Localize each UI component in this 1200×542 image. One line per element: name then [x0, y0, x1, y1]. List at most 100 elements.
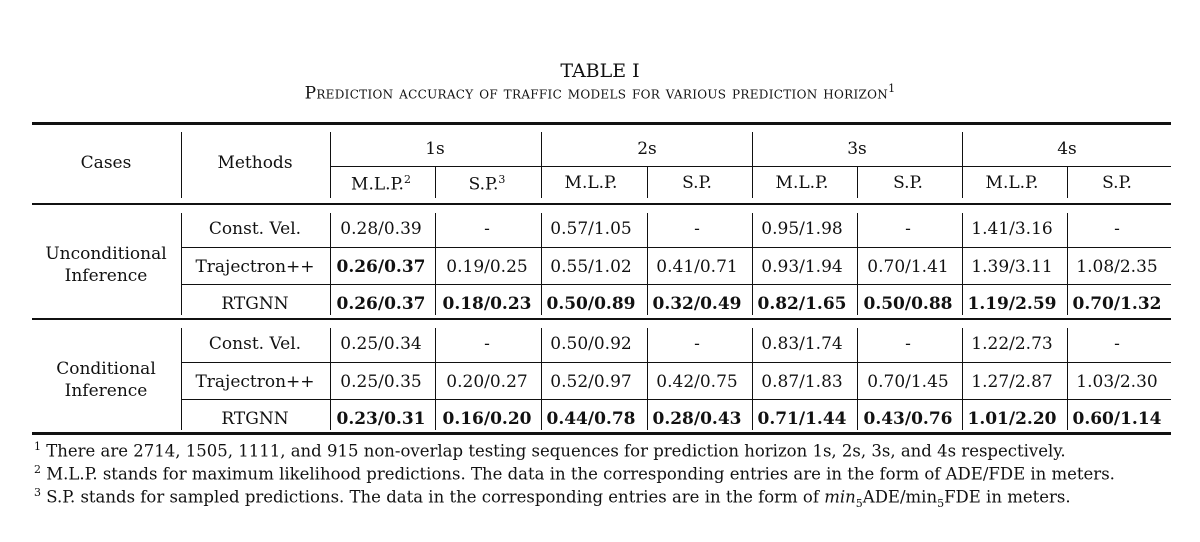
table-cell: 0.20/0.27	[446, 371, 528, 392]
footnote-mark: 2	[34, 463, 41, 476]
table-cell: 1.39/3.11	[971, 256, 1053, 277]
column-divider	[647, 328, 648, 431]
method-name: RTGNN	[221, 294, 289, 315]
table-cell: 1.27/2.87	[971, 371, 1053, 392]
table-cell: -	[484, 333, 490, 354]
bottom-rule	[32, 432, 1171, 435]
column-divider	[435, 167, 436, 198]
table-cell: 0.44/0.78	[546, 409, 636, 430]
column-divider	[647, 167, 648, 198]
table-cell: 0.23/0.31	[336, 409, 426, 430]
header-mlp: M.L.P.2	[351, 173, 411, 195]
method-name: RTGNN	[221, 409, 289, 430]
table-cell: 0.70/1.41	[867, 256, 949, 277]
footnote-mark: 1	[34, 440, 41, 453]
table-cell: 0.25/0.34	[340, 333, 422, 354]
method-name: Const. Vel.	[208, 218, 302, 239]
table-cell: 0.50/0.88	[863, 294, 953, 315]
table-cell: 1.22/2.73	[971, 333, 1053, 354]
table-cell: 0.52/0.97	[550, 371, 632, 392]
footnote-3: 3 S.P. stands for sampled predictions. T…	[34, 486, 1071, 510]
header-horizon-3s: 3s	[847, 139, 867, 159]
table-cell: 0.71/1.44	[757, 409, 847, 430]
table-cell: 0.25/0.35	[340, 371, 422, 392]
footnote-mark: 3	[34, 486, 41, 499]
header-horizon-1s: 1s	[425, 139, 445, 159]
column-divider	[857, 328, 858, 431]
table-cell: 0.70/1.45	[867, 371, 949, 392]
column-divider	[857, 213, 858, 316]
table-cell: 0.50/0.92	[550, 333, 632, 354]
table-cell: 0.16/0.20	[442, 409, 532, 430]
case-label: Inference	[64, 380, 148, 401]
table-cell: 0.93/1.94	[761, 256, 843, 277]
table-cell: 0.42/0.75	[656, 371, 738, 392]
column-divider	[962, 132, 963, 198]
table-cell: 1.19/2.59	[967, 294, 1057, 315]
table-cell: -	[484, 218, 490, 239]
column-divider	[541, 328, 542, 431]
case-label: Conditional	[56, 358, 156, 379]
column-divider	[857, 167, 858, 198]
column-divider	[435, 328, 436, 431]
column-divider	[435, 213, 436, 316]
table-cell: 0.87/1.83	[761, 371, 843, 392]
table-cell: 0.18/0.23	[442, 294, 532, 315]
header-methods: Methods	[217, 153, 293, 173]
column-divider	[1067, 167, 1068, 198]
header-rule	[32, 203, 1171, 205]
table-cell: 1.41/3.16	[971, 218, 1053, 239]
row-divider	[181, 246, 1171, 248]
column-divider	[752, 213, 753, 316]
table-cell: 0.32/0.49	[652, 294, 742, 315]
case-label: Unconditional	[45, 243, 167, 264]
column-divider	[541, 132, 542, 198]
table-cell: 0.26/0.37	[336, 294, 426, 315]
method-name: Const. Vel.	[208, 333, 302, 354]
column-divider	[1067, 213, 1068, 316]
header-horizon-4s: 4s	[1057, 139, 1077, 159]
table-cell: 0.28/0.43	[652, 409, 742, 430]
header-mlp: M.L.P.	[985, 173, 1039, 193]
table-cell: -	[694, 218, 700, 239]
table-cell: 0.26/0.37	[336, 256, 426, 277]
table-cell: -	[905, 218, 911, 239]
column-divider	[330, 213, 331, 316]
table-cell: 0.82/1.65	[757, 294, 847, 315]
column-divider	[752, 132, 753, 198]
table-cell: 1.01/2.20	[967, 409, 1057, 430]
table-cell: 1.03/2.30	[1076, 371, 1158, 392]
header-mlp: M.L.P.	[564, 173, 618, 193]
column-divider	[752, 328, 753, 431]
column-divider	[181, 328, 182, 431]
table-cell: 0.41/0.71	[656, 256, 738, 277]
row-divider	[330, 166, 1171, 167]
table-subtitle: Prediction accuracy of traffic models fo…	[0, 82, 1200, 104]
table-cell: 1.08/2.35	[1076, 256, 1158, 277]
subtitle-footnote-mark: 1	[888, 82, 896, 95]
column-divider	[181, 132, 182, 198]
top-rule	[32, 122, 1171, 125]
table-cell: -	[1114, 218, 1120, 239]
group-separator-rule	[32, 318, 1171, 320]
table-cell: 0.70/1.32	[1072, 294, 1162, 315]
table-cell: 0.83/1.74	[761, 333, 843, 354]
table-title: TABLE I	[560, 60, 640, 82]
table-cell: 0.95/1.98	[761, 218, 843, 239]
table-cell: -	[1114, 333, 1120, 354]
column-divider	[962, 213, 963, 316]
table-cell: -	[694, 333, 700, 354]
header-cases: Cases	[80, 153, 132, 173]
footnote-1: 1 There are 2714, 1505, 1111, and 915 no…	[34, 440, 1066, 461]
column-divider	[962, 328, 963, 431]
row-divider	[181, 399, 1171, 401]
column-divider	[541, 213, 542, 316]
header-sp: S.P.3	[468, 173, 506, 195]
table-cell: 0.50/0.89	[546, 294, 636, 315]
table-cell: -	[905, 333, 911, 354]
table-cell: 0.19/0.25	[446, 256, 528, 277]
method-name: Trajectron++	[195, 371, 315, 392]
column-divider	[1067, 328, 1068, 431]
sp-footnote-mark: 3	[498, 173, 506, 186]
footnote-2: 2 M.L.P. stands for maximum likelihood p…	[34, 463, 1115, 484]
